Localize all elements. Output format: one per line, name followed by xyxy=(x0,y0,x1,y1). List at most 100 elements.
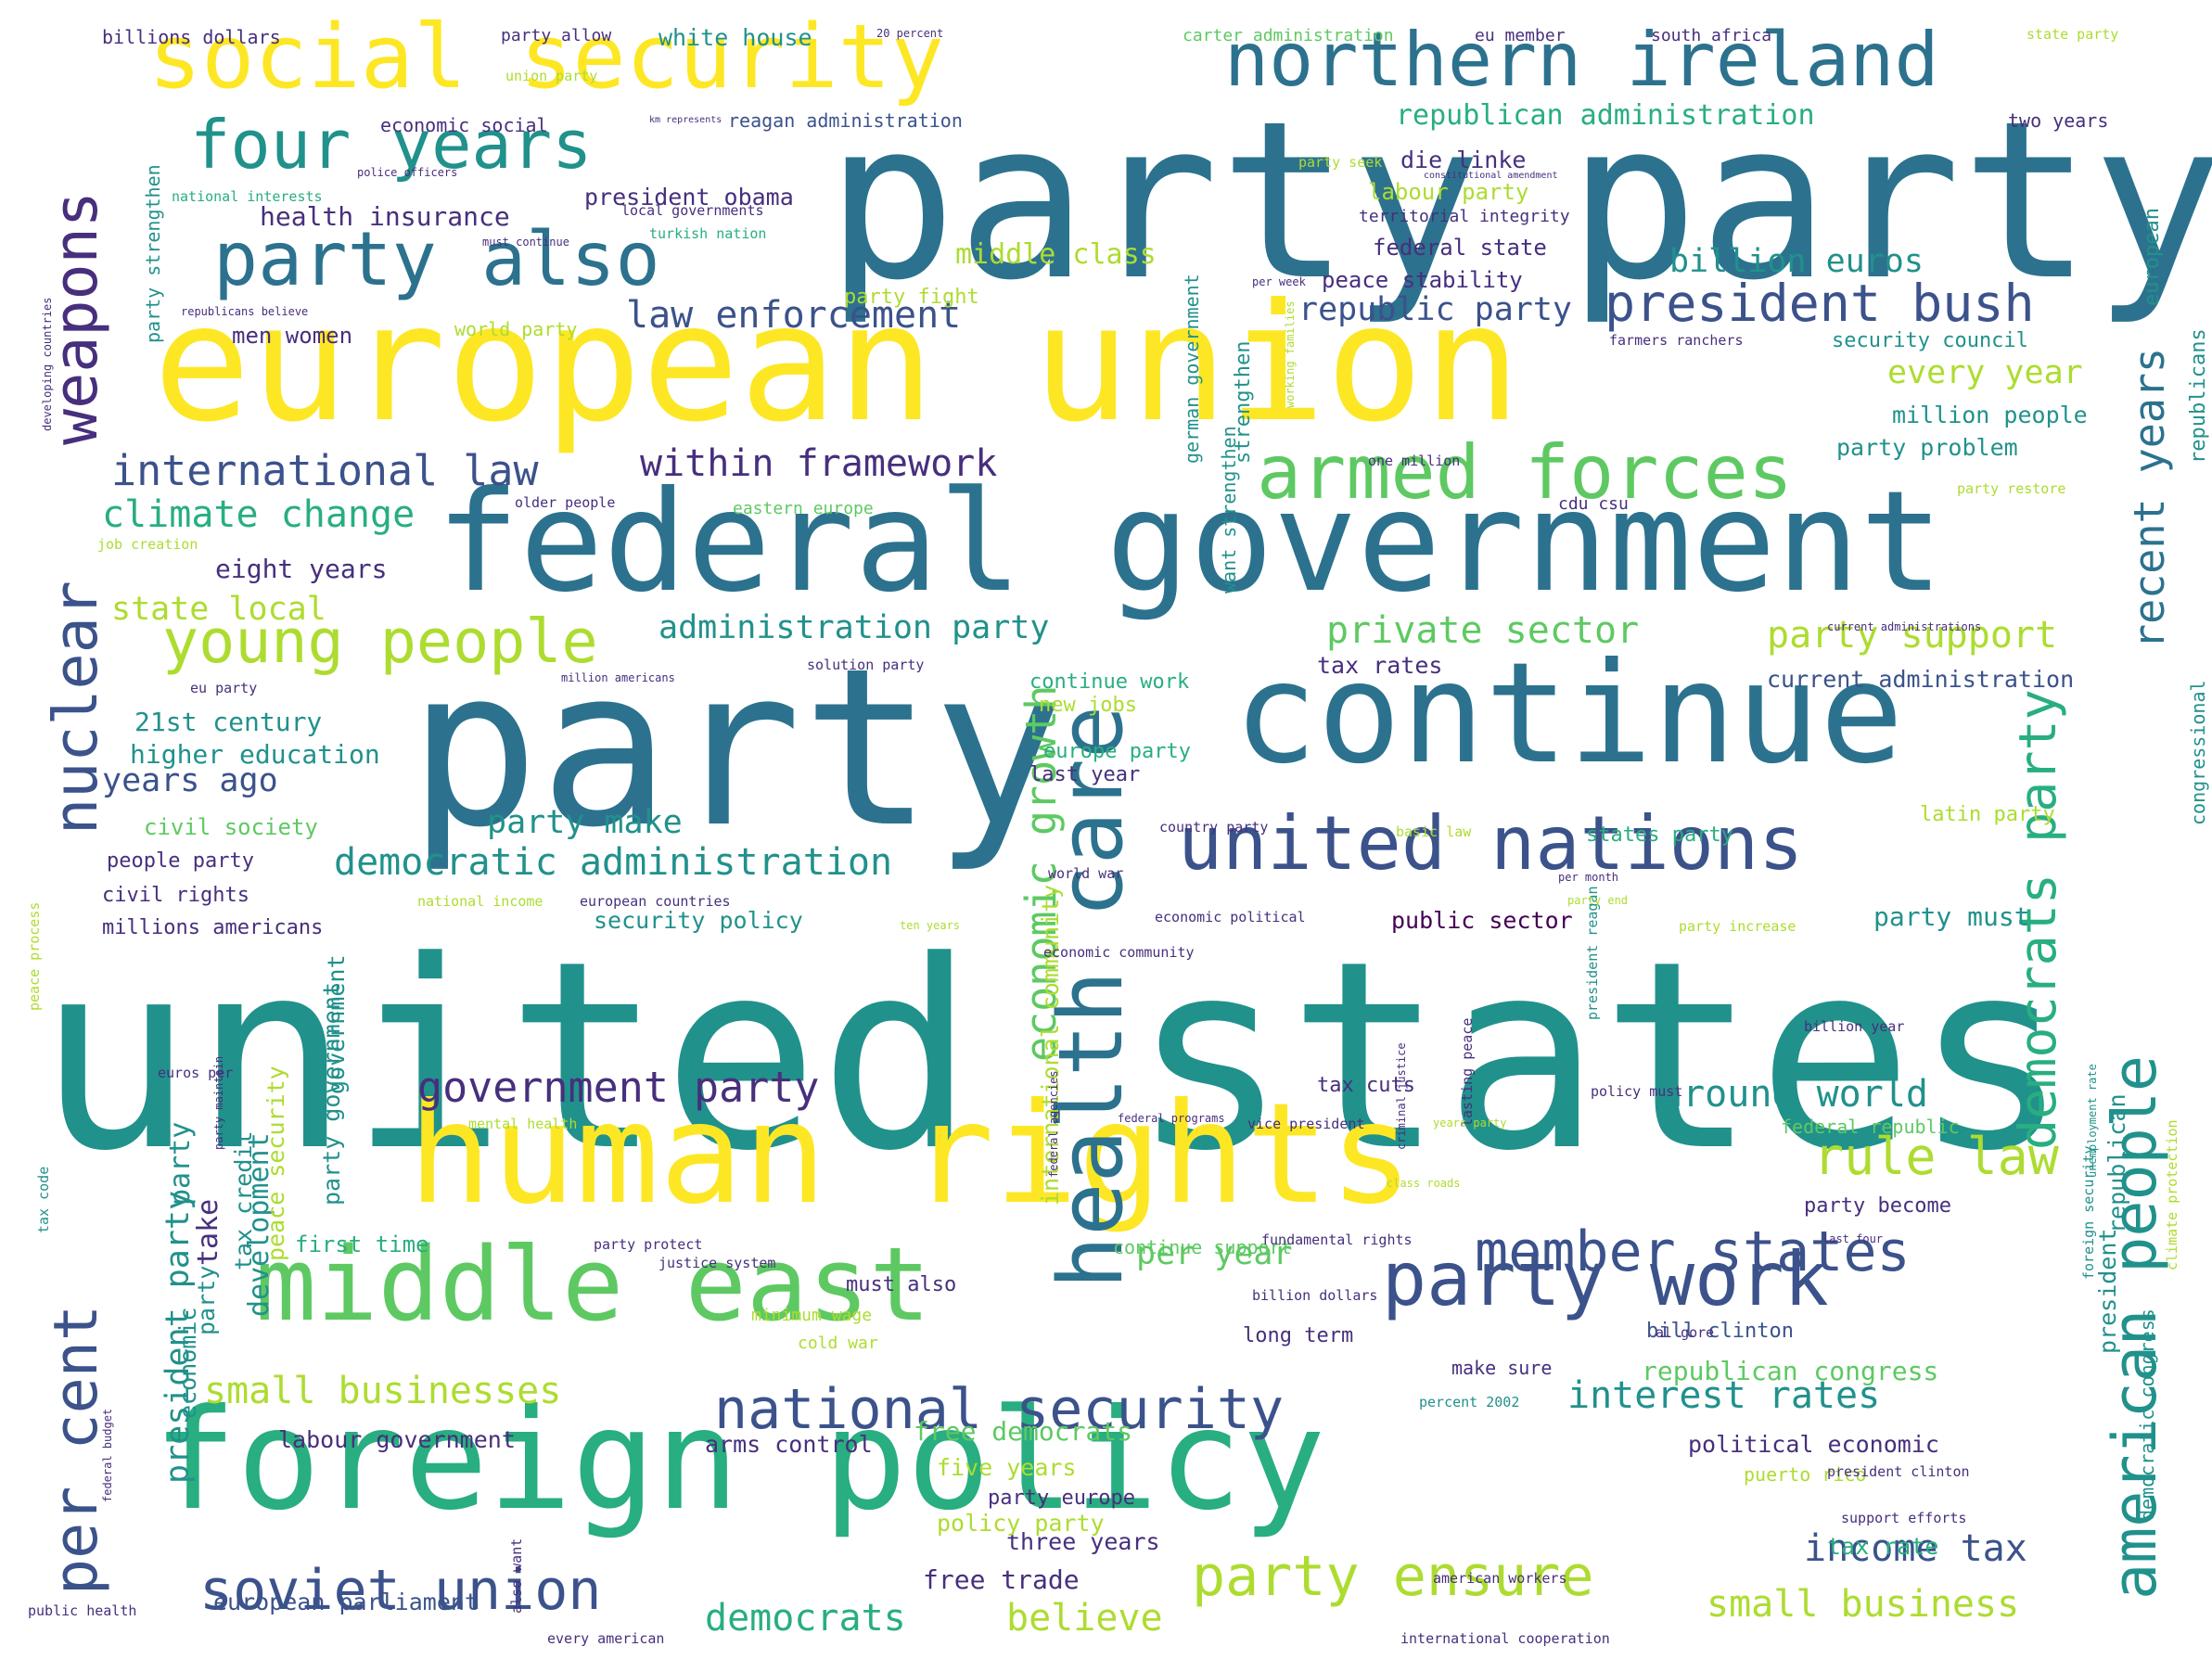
word-job-creation: job creation xyxy=(97,536,198,553)
word-every-year: every year xyxy=(1887,354,2083,391)
word-international-cooperation: international cooperation xyxy=(1400,1630,1610,1647)
word-take: take xyxy=(192,1198,224,1266)
word-police-officers: police officers xyxy=(357,166,458,179)
word-south-africa: south africa xyxy=(1651,26,1772,45)
word-party-europe: party europe xyxy=(988,1487,1135,1510)
word-policy-must: policy must xyxy=(1591,1083,1683,1100)
word-tax-rates: tax rates xyxy=(1317,652,1443,679)
word-party-become: party become xyxy=(1804,1194,1951,1218)
word-solution-party: solution party xyxy=(807,657,925,673)
word-tax-rate: tax rate xyxy=(1827,1533,1939,1560)
word-ten-years: ten years xyxy=(900,919,961,932)
word-criminal-justice: criminal justice xyxy=(1395,1042,1408,1150)
word-fundamental-rights: fundamental rights xyxy=(1261,1232,1413,1248)
word-current-administration: current administration xyxy=(1767,666,2075,693)
word-working-families: working families xyxy=(1284,300,1297,408)
word-support-efforts: support efforts xyxy=(1841,1510,1967,1526)
word-billions-dollars: billions dollars xyxy=(102,26,281,48)
word-weapons: weapons xyxy=(42,191,111,445)
word-carter-administration: carter administration xyxy=(1183,26,1394,45)
word-united-states: united states xyxy=(37,906,2070,1208)
word-union-party: union party xyxy=(505,68,598,84)
word-constitutional-amendment: constitutional amendment xyxy=(1424,171,1558,181)
word-national-interests: national interests xyxy=(172,188,323,205)
word-republicans-believe: republicans believe xyxy=(181,305,309,318)
word-people-party: people party xyxy=(107,849,254,873)
word-bill-clinton: bill clinton xyxy=(1646,1320,1794,1343)
word-civil-society: civil society xyxy=(144,814,318,840)
word-five-years: five years xyxy=(937,1454,1077,1481)
word-civil-rights: civil rights xyxy=(102,884,249,907)
word-states-party: states party xyxy=(1586,823,1733,847)
word-party-restore: party restore xyxy=(1957,480,2066,497)
word-democratic-administration: democratic administration xyxy=(334,841,893,884)
word-per-month: per month xyxy=(1558,871,1619,884)
word-party-support: party support xyxy=(1767,614,2058,657)
word-social-security: social security xyxy=(148,6,944,108)
word-republican-administration: republican administration xyxy=(1396,99,1815,132)
word-state-party: state party xyxy=(2027,26,2119,43)
word-federal-agencies: federal agencies xyxy=(1047,1070,1060,1178)
word-world-party: world party xyxy=(454,318,578,340)
word-also-want: also want xyxy=(508,1538,525,1614)
word-federal-programs: federal programs xyxy=(1118,1112,1225,1125)
word-soviet-union: soviet union xyxy=(199,1558,602,1623)
word-labour-government: labour government xyxy=(278,1426,516,1453)
word-public-health: public health xyxy=(28,1602,137,1619)
word-president-bush: president bush xyxy=(1605,274,2035,333)
word-political-economic: political economic xyxy=(1688,1431,1939,1458)
word-older-people: older people xyxy=(515,494,616,511)
word-arms-control: arms control xyxy=(705,1431,873,1458)
word-european: european xyxy=(2141,208,2164,306)
word-last-four: last four xyxy=(1822,1232,1884,1245)
word-per-week: per week xyxy=(1252,275,1306,288)
word-new-jobs: new jobs xyxy=(1039,694,1137,717)
word-die-linke: die linke xyxy=(1400,147,1527,173)
word-economic-social: economic social xyxy=(380,114,548,136)
word-democrats: democrats xyxy=(705,1597,906,1640)
word-foreign-policy: foreign policy xyxy=(153,1380,1326,1541)
word-policy-party: policy party xyxy=(937,1510,1105,1537)
word-public-sector: public sector xyxy=(1391,907,1573,934)
word-three-years: three years xyxy=(1006,1528,1160,1555)
word-minimum-wage: minimum wage xyxy=(751,1306,873,1325)
word-federal-government: federal government xyxy=(436,462,1944,623)
word-president-obama: president obama xyxy=(584,184,794,211)
word-party-problem: party problem xyxy=(1836,434,2018,461)
word-income-tax: income tax xyxy=(1804,1527,2027,1570)
word-president-clinton: president clinton xyxy=(1827,1463,1970,1480)
word-farmers-ranchers: farmers ranchers xyxy=(1609,332,1744,349)
word-per-year: per year xyxy=(1136,1235,1293,1272)
word-administration-party: administration party xyxy=(658,609,1050,646)
word-puerto-rico: puerto rico xyxy=(1744,1463,1867,1486)
word-per-cent: per cent xyxy=(42,1304,111,1595)
word-want-strengthen: want strengthen xyxy=(1218,426,1240,593)
word-percent-2002: percent 2002 xyxy=(1419,1394,1520,1410)
word-tax-cuts: tax cuts xyxy=(1317,1074,1415,1097)
word-northern-ireland: northern ireland xyxy=(1224,17,1939,103)
word-continue: continue xyxy=(1234,633,1904,795)
word-turkish-nation: turkish nation xyxy=(649,225,767,242)
word-country-party: country party xyxy=(1159,819,1269,836)
word-21st-century: 21st century xyxy=(134,707,323,737)
word-national-income: national income xyxy=(417,893,543,910)
word-party-must: party must xyxy=(1873,901,2030,932)
word-billion-year: billion year xyxy=(1804,1018,1905,1035)
word-free-trade: free trade xyxy=(923,1564,1080,1595)
word-security-policy: security policy xyxy=(594,907,803,934)
word-continue-work: continue work xyxy=(1029,670,1190,694)
word-class-roads: class roads xyxy=(1387,1177,1461,1190)
word-president: president xyxy=(2094,1228,2121,1354)
word-continue-support: continue support xyxy=(1113,1236,1292,1258)
word-party: party xyxy=(408,622,1065,875)
word-party-work: party work xyxy=(1382,1236,1829,1322)
word-lasting-peace: lasting peace xyxy=(1459,1017,1476,1127)
word-federal-republic: federal republic xyxy=(1781,1116,1960,1138)
word-current-administrations: current administrations xyxy=(1827,620,1982,633)
word-german-government: german government xyxy=(1181,274,1203,464)
word-million-americans: million americans xyxy=(561,671,675,684)
word-eu-party: eu party xyxy=(190,680,258,696)
word-reagan-administration: reagan administration xyxy=(728,109,963,132)
word-state-local: state local xyxy=(111,591,326,628)
word-government-party: government party xyxy=(417,1063,820,1112)
